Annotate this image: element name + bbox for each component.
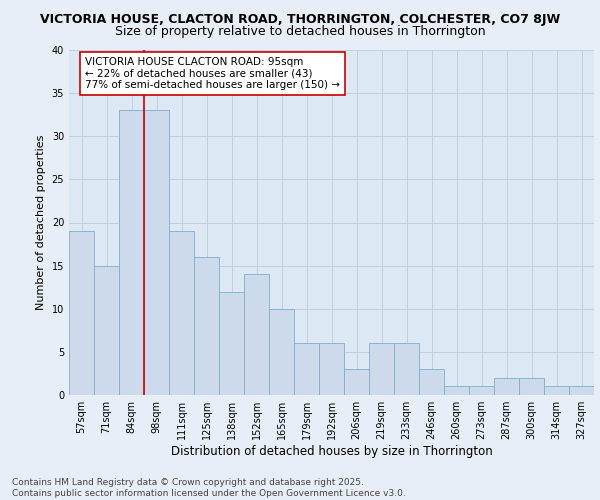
Bar bbox=[94, 266, 119, 395]
Text: VICTORIA HOUSE CLACTON ROAD: 95sqm
← 22% of detached houses are smaller (43)
77%: VICTORIA HOUSE CLACTON ROAD: 95sqm ← 22%… bbox=[85, 57, 340, 90]
Bar bbox=[144, 110, 169, 395]
Bar bbox=[344, 369, 369, 395]
Bar bbox=[269, 308, 294, 395]
X-axis label: Distribution of detached houses by size in Thorrington: Distribution of detached houses by size … bbox=[170, 445, 493, 458]
Bar bbox=[194, 257, 219, 395]
Bar bbox=[369, 343, 394, 395]
Bar bbox=[319, 343, 344, 395]
Bar bbox=[469, 386, 494, 395]
Bar bbox=[169, 231, 194, 395]
Bar bbox=[494, 378, 519, 395]
Bar bbox=[544, 386, 569, 395]
Bar bbox=[519, 378, 544, 395]
Bar bbox=[294, 343, 319, 395]
Text: Contains HM Land Registry data © Crown copyright and database right 2025.
Contai: Contains HM Land Registry data © Crown c… bbox=[12, 478, 406, 498]
Bar bbox=[394, 343, 419, 395]
Bar bbox=[69, 231, 94, 395]
Bar bbox=[569, 386, 594, 395]
Bar bbox=[119, 110, 144, 395]
Bar bbox=[219, 292, 244, 395]
Y-axis label: Number of detached properties: Number of detached properties bbox=[36, 135, 46, 310]
Text: Size of property relative to detached houses in Thorrington: Size of property relative to detached ho… bbox=[115, 25, 485, 38]
Bar bbox=[419, 369, 444, 395]
Text: VICTORIA HOUSE, CLACTON ROAD, THORRINGTON, COLCHESTER, CO7 8JW: VICTORIA HOUSE, CLACTON ROAD, THORRINGTO… bbox=[40, 12, 560, 26]
Bar bbox=[444, 386, 469, 395]
Bar bbox=[244, 274, 269, 395]
